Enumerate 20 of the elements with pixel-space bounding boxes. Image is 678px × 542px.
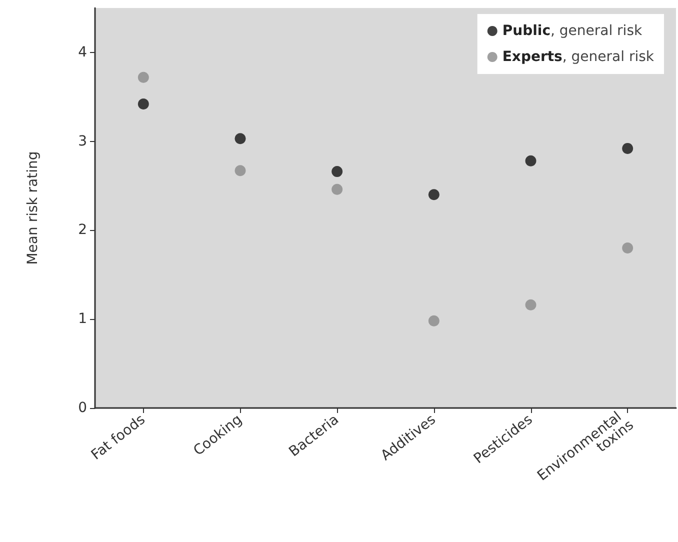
y-tick-label: 0 bbox=[78, 400, 87, 416]
legend-label: Experts, general risk bbox=[502, 49, 655, 65]
point bbox=[428, 189, 440, 200]
point bbox=[622, 242, 634, 254]
point bbox=[525, 155, 536, 166]
y-tick-label: 3 bbox=[78, 133, 87, 150]
point bbox=[332, 184, 343, 195]
y-tick-label: 4 bbox=[78, 44, 88, 60]
point bbox=[138, 98, 149, 110]
point bbox=[525, 299, 536, 310]
y-tick-label: 2 bbox=[78, 222, 87, 238]
y-tick-label: 1 bbox=[78, 311, 87, 328]
point bbox=[234, 133, 246, 144]
legend-label: Public, general risk bbox=[502, 23, 643, 39]
point bbox=[138, 72, 149, 83]
point bbox=[428, 315, 440, 326]
point bbox=[332, 166, 343, 178]
y-axis-title: Mean risk rating bbox=[25, 151, 41, 265]
point bbox=[234, 165, 246, 176]
point bbox=[622, 142, 634, 154]
